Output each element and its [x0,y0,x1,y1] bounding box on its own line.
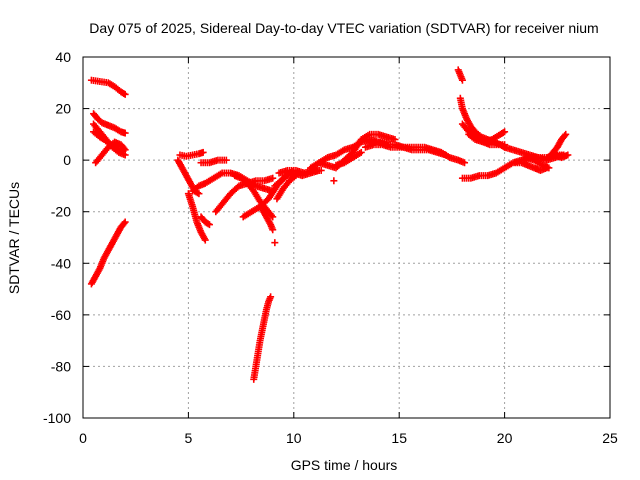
x-tick-label: 20 [497,430,513,446]
x-tick-label: 15 [391,430,407,446]
y-tick-label: 20 [55,101,71,117]
data-point [317,166,325,174]
data-point [195,190,203,198]
data-point [205,221,213,229]
data-point [330,177,338,185]
y-tick-label: -80 [51,358,71,374]
data-point [461,159,469,167]
y-tick-label: 40 [55,49,71,65]
x-tick-label: 25 [602,430,618,446]
data-point [120,219,128,227]
data-point [562,130,570,138]
data-point [357,148,365,156]
data-point [499,129,507,137]
data-point [501,128,509,136]
x-tick-label: 5 [185,430,193,446]
data-point [201,236,209,244]
data-point [561,132,569,140]
data-point [269,226,277,234]
data-point [269,213,277,221]
data-point [204,220,212,228]
y-axis-label: SDTVAR / TECUs [6,182,22,294]
data-point [271,239,279,247]
y-tick-label: -60 [51,307,71,323]
data-point [120,145,128,153]
y-tick-label: -20 [51,204,71,220]
data-point [222,156,230,164]
grid [83,57,610,418]
y-tick-label: 0 [63,152,71,168]
data-point [545,164,553,172]
y-tick-label: -100 [43,410,71,426]
data-point [267,293,275,301]
data-point [564,151,572,159]
data-point [458,76,466,84]
chart-title: Day 075 of 2025, Sidereal Day-to-day VTE… [89,20,598,36]
x-tick-label: 10 [286,430,302,446]
axis-ticks: 0 5 10 15 20 25 -100 -80 -60 -40 -20 0 20 40 [43,49,618,446]
plot-frame [82,56,611,419]
data-point [442,151,450,159]
x-axis-label: GPS time / hours [291,457,398,473]
data-point [121,90,129,98]
x-tick-label: 0 [79,430,87,446]
data-point [269,174,277,182]
data-point [121,129,129,137]
data-points [87,66,572,383]
data-point [121,218,129,226]
data-point [120,90,128,98]
data-point [199,148,207,156]
data-point [121,146,129,154]
y-tick-label: -40 [51,255,71,271]
